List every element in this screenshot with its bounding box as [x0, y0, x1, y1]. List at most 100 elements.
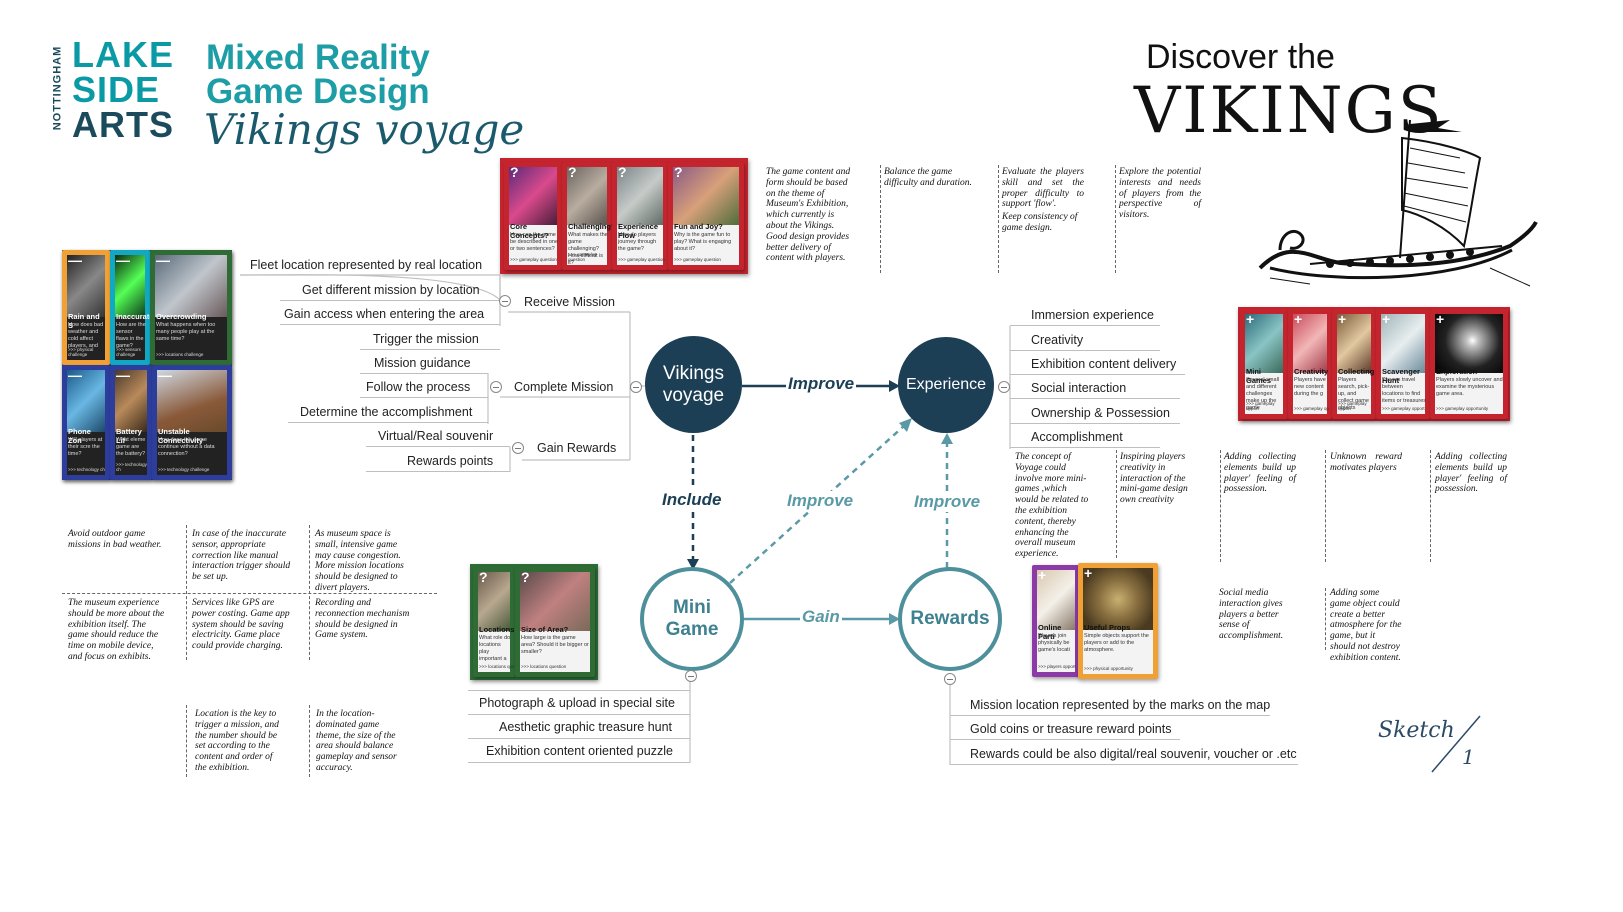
experience-item-3: Exhibition content delivery [1031, 357, 1177, 371]
card-size-of-area[interactable]: ? Size of Area? How large is the game ar… [515, 567, 595, 677]
node-vikings-voyage[interactable]: Vikings voyage [645, 336, 742, 433]
edge-label-gain: Gain [800, 607, 842, 627]
experience-item-1: Immersion experience [1031, 308, 1154, 322]
underline [1010, 423, 1180, 424]
experience-item-2: Creativity [1031, 333, 1084, 347]
note-museum-experience: The museum experience should be more abo… [68, 598, 165, 662]
note-sensor: In case of the inaccurate sensor, approp… [192, 529, 291, 583]
receive-item-3: Gain access when entering the area [284, 307, 485, 321]
card-core-concepts[interactable]: ? Core Concepts? How can the game be des… [504, 162, 562, 270]
underline [1010, 325, 1160, 326]
collapse-toggle-rewards-node[interactable] [944, 673, 956, 685]
mini-item-2: Aesthetic graphic treasure hunt [499, 720, 673, 734]
note-location-dominated: In the location-dominated game theme, th… [316, 709, 397, 773]
note-game-object: Adding some game object could create a b… [1330, 588, 1402, 663]
card-collecting[interactable]: + Collecting Players search, pick-up, an… [1332, 309, 1376, 419]
card-fun-and-joy[interactable]: ? Fun and Joy? Why is the game fun to pl… [668, 162, 744, 270]
card-useful-props[interactable]: + Useful Props Simple objects support th… [1078, 563, 1158, 679]
collapse-toggle-rewards[interactable] [512, 442, 524, 454]
node-experience[interactable]: Experience [898, 337, 994, 433]
underline [950, 715, 1270, 716]
note-location-key: Location is the key to trigger a mission… [195, 709, 279, 773]
underline [360, 349, 500, 350]
vikings-title: VIKINGS [1134, 74, 1444, 148]
note-consistency: Keep consistency of game design. [1002, 212, 1078, 233]
card-locations[interactable]: ? Locations? What role do locations play… [473, 567, 515, 677]
card-phone-zombies[interactable]: — Phone Zon Will players at their scre t… [62, 365, 110, 480]
complete-item-1: Mission guidance [374, 356, 471, 370]
note-gps: Services like GPS are power costing. Gam… [192, 598, 290, 652]
underline [288, 422, 488, 423]
card-unstable-connectivity[interactable]: — Unstable Connectivity How does the gam… [152, 365, 232, 480]
note-unknown-reward: Unknown reward motivates players [1330, 452, 1402, 473]
note-content-form: The game content and form should be base… [766, 167, 851, 264]
title-script: Vikings voyage [204, 105, 525, 154]
divider [62, 593, 437, 594]
rewards-item-2: Rewards points [407, 454, 494, 468]
card-challenging[interactable]: ? Challenging? What makes the game chall… [562, 162, 612, 270]
underline [1010, 398, 1180, 399]
mini-item-1: Photograph & upload in special site [479, 696, 675, 710]
complete-item-3: Determine the accomplishment [300, 405, 473, 419]
note-inspiring: Inspiring players creativity in interact… [1120, 452, 1188, 506]
note-balance: Balance the game difficulty and duration… [884, 167, 972, 188]
underline [366, 471, 510, 472]
divider [309, 705, 310, 777]
receive-item-2: Get different mission by location [302, 283, 480, 297]
underline [360, 373, 488, 374]
node-mini-game[interactable]: Mini Game [640, 567, 744, 671]
logo-arts: ARTS [72, 104, 174, 145]
collapse-toggle-complete[interactable] [490, 381, 502, 393]
note-congestion: As museum space is small, intensive game… [315, 529, 404, 593]
note-evaluate: Evaluate the players skill and set the p… [1002, 167, 1084, 210]
card-rain-and-storm[interactable]: — Rain and S How does bad weather and co… [62, 250, 110, 365]
divider [1430, 450, 1431, 562]
underline [468, 690, 690, 691]
rewards-list-item-2: Gold coins or treasure reward points [970, 722, 1172, 736]
sketch-label: Sketch [1378, 718, 1455, 743]
divider [309, 525, 310, 660]
collapse-toggle-root[interactable] [630, 381, 642, 393]
receive-mission-label: Receive Mission [524, 295, 616, 309]
card-experience-flow[interactable]: ? Experience Flow How do players journey… [612, 162, 668, 270]
card-battery-life[interactable]: — Battery Lif What eleme game are the ba… [110, 365, 152, 480]
title-mixed-reality: Mixed Reality [206, 38, 430, 77]
rewards-item-1: Virtual/Real souvenir [378, 429, 494, 443]
collapse-toggle-receive[interactable] [499, 295, 511, 307]
edge-label-improve-diag: Improve [785, 491, 856, 511]
divider [186, 525, 187, 660]
card-inaccurate-sensors[interactable]: — Inaccurate How are the sensor flaws in… [110, 250, 150, 365]
divider [1220, 450, 1221, 562]
receive-item-1: Fleet location represented by real locat… [250, 258, 483, 272]
collapse-toggle-experience[interactable] [998, 381, 1010, 393]
complete-item-2: Follow the process [366, 380, 471, 394]
complete-mission-label: Complete Mission [514, 380, 614, 394]
gain-rewards-label: Gain Rewards [537, 441, 617, 455]
note-weather: Avoid outdoor game missions in bad weath… [68, 529, 162, 550]
experience-item-6: Accomplishment [1031, 430, 1123, 444]
underline [1010, 374, 1185, 375]
card-scavenger-hunt[interactable]: + Scavenger Hunt Players travel between … [1376, 309, 1430, 419]
note-collecting-1: Adding collecting elements build up play… [1224, 452, 1296, 495]
rewards-list-item-3: Rewards could be also digital/real souve… [970, 747, 1297, 761]
underline [468, 714, 690, 715]
note-reconnection: Recording and reconnection mechanism sho… [315, 598, 410, 641]
node-rewards[interactable]: Rewards [898, 567, 1002, 671]
card-creativity[interactable]: + Creativity Players have new content du… [1288, 309, 1332, 419]
underline [950, 764, 1298, 765]
divider [880, 165, 881, 273]
note-social-media: Social media interaction gives players a… [1219, 588, 1284, 642]
underline [1010, 350, 1160, 351]
card-exploration[interactable]: + Exploration Players slowly uncover and… [1430, 309, 1508, 419]
card-overcrowding[interactable]: — Overcrowding What happens when too man… [150, 250, 232, 365]
underline [468, 762, 690, 763]
underline [280, 300, 500, 301]
underline [1010, 447, 1160, 448]
card-online-participation[interactable]: + Online Parti Players join physically b… [1032, 565, 1080, 677]
divider [1325, 588, 1326, 650]
collapse-toggle-mini[interactable] [685, 670, 697, 682]
mini-item-3: Exhibition content oriented puzzle [486, 744, 673, 758]
card-mini-games[interactable]: + Mini Games Several small and different… [1240, 309, 1288, 419]
experience-item-5: Ownership & Possession [1031, 406, 1170, 420]
